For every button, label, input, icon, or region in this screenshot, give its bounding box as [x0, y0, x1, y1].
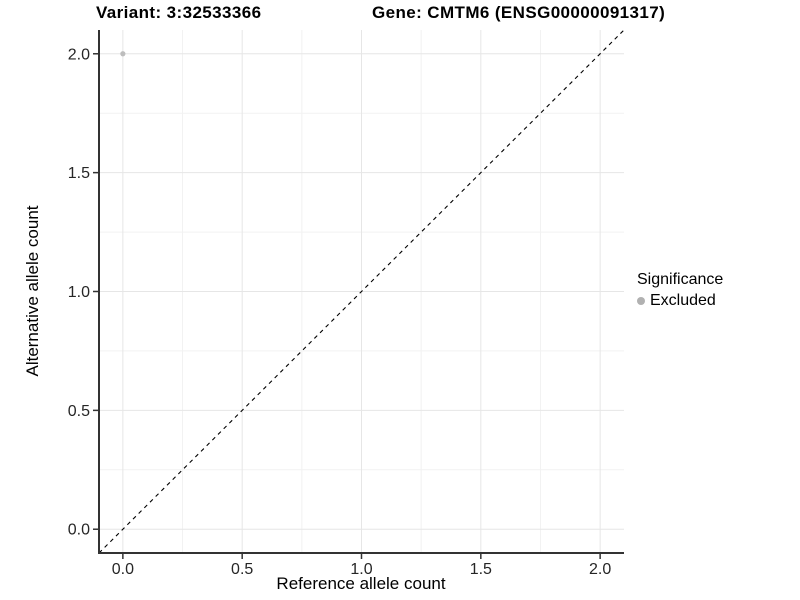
- legend: Significance Excluded: [637, 271, 723, 310]
- svg-text:0.0: 0.0: [68, 522, 90, 539]
- svg-text:1.5: 1.5: [470, 561, 492, 578]
- legend-point-icon: [637, 297, 645, 305]
- svg-text:0.5: 0.5: [68, 403, 90, 420]
- axis-ticks: [93, 53, 601, 559]
- x-tick-labels: 0.0 0.5 1.0 1.5 2.0: [112, 561, 612, 578]
- identity-line: [98, 29, 625, 554]
- y-tick-labels: 0.0 0.5 1.0 1.5 2.0: [68, 46, 90, 538]
- legend-item-excluded: Excluded: [637, 292, 723, 310]
- svg-text:1.0: 1.0: [68, 284, 90, 301]
- data-point: [120, 51, 126, 57]
- svg-text:0.5: 0.5: [231, 561, 253, 578]
- svg-text:2.0: 2.0: [589, 561, 611, 578]
- data-points: [120, 51, 126, 57]
- legend-title: Significance: [637, 271, 724, 288]
- plot-title-variant: Variant: 3:32533366: [96, 3, 262, 22]
- axis-lines: [98, 30, 624, 554]
- svg-text:1.5: 1.5: [68, 165, 90, 182]
- svg-text:2.0: 2.0: [68, 46, 90, 63]
- svg-text:1.0: 1.0: [350, 561, 372, 578]
- plot-title-gene: Gene: CMTM6 (ENSG00000091317): [372, 3, 666, 22]
- x-axis-title: Reference allele count: [276, 574, 446, 593]
- svg-text:0.0: 0.0: [112, 561, 134, 578]
- y-axis-title: Alternative allele count: [23, 205, 42, 377]
- legend-item-label: Excluded: [650, 292, 716, 309]
